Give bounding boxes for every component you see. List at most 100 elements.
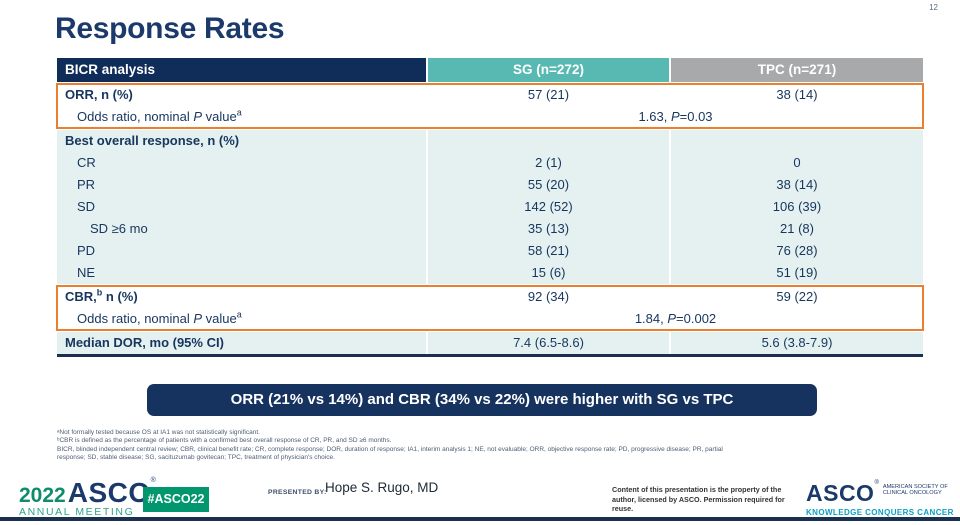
odds-label-text: value [202, 311, 237, 326]
footnote-abbreviations-line1: BICR, blinded independent central review… [57, 446, 723, 454]
empty-cell [428, 130, 669, 152]
cbr-tpc-value: 59 (22) [776, 289, 818, 304]
row-label-pr: PR [57, 174, 426, 196]
table-row: NE 15 (6) 51 (19) [57, 262, 923, 284]
orr-tpc-value: 38 (14) [776, 87, 818, 102]
footnote-marker-a: a [236, 309, 242, 320]
table-row: Odds ratio, nominal P valuea 1.84, P=0.0… [57, 308, 923, 330]
italic-p: P [667, 311, 677, 326]
table-row: CBR,b n (%) 92 (34) 59 (22) [57, 286, 923, 308]
sd-tpc-value: 106 (39) [671, 196, 923, 218]
presented-by-label: PRESENTED BY: [268, 489, 327, 496]
orr-odds-ratio-value: 1.63, P=0.03 [428, 106, 923, 128]
sd6mo-tpc-value: 21 (8) [671, 218, 923, 240]
pd-sg-value: 58 (21) [428, 240, 669, 262]
row-label-orr-odds-ratio: Odds ratio, nominal P valuea [57, 106, 426, 128]
sd6mo-sg-value: 35 (13) [428, 218, 669, 240]
odds-label-text: Odds ratio, nominal [77, 109, 194, 124]
odds-value-text: =0.002 [676, 311, 717, 326]
column-header-tpc: TPC (n=271) [671, 58, 923, 82]
registered-mark-icon: ® [150, 477, 156, 484]
orr-sg-value: 57 (21) [527, 87, 570, 102]
page-title: Response Rates [55, 12, 285, 45]
odds-label-text: Odds ratio, nominal [77, 311, 194, 326]
orr-section: ORR, n (%) 57 (21) 38 (14) Odds ratio, n… [56, 83, 924, 129]
ne-sg-value: 15 (6) [428, 262, 669, 284]
odds-value-text: 1.63, [638, 109, 671, 124]
table-row: CR 2 (1) 0 [57, 152, 923, 174]
society-name: AMERICAN SOCIETY OF CLINICAL ONCOLOGY [883, 480, 948, 507]
bottom-divider-bar [0, 517, 960, 521]
asco-society-logo: ASCO ® AMERICAN SOCIETY OF CLINICAL ONCO… [806, 480, 954, 517]
asco-2022-logo-row: 2022 ASCO ® [19, 477, 156, 509]
footnotes: ᵃNot formally tested because OS at IA1 w… [57, 429, 917, 461]
row-label-cbr: CBR,b n (%) [57, 286, 426, 308]
italic-p: P [193, 109, 203, 124]
sd-sg-value: 142 (52) [428, 196, 669, 218]
ne-tpc-value: 51 (19) [671, 262, 923, 284]
odds-value-text: =0.03 [679, 109, 713, 124]
table-row: Odds ratio, nominal P valuea 1.63, P=0.0… [57, 106, 923, 128]
table-row: Median DOR, mo (95% CI) 7.4 (6.5-8.6) 5.… [57, 332, 923, 354]
empty-cell [671, 130, 923, 152]
cr-tpc-value: 0 [671, 152, 923, 174]
asco-logo-text: ASCO [806, 480, 875, 506]
dor-sg-value: 7.4 (6.5-8.6) [428, 332, 669, 354]
pr-tpc-value: 38 (14) [671, 174, 923, 196]
table-row: Best overall response, n (%) [57, 130, 923, 152]
odds-label-text: value [202, 109, 237, 124]
row-label-cbr-odds-ratio: Odds ratio, nominal P valuea [57, 308, 426, 330]
footnote-marker-b: b [96, 287, 103, 298]
cbr-section: CBR,b n (%) 92 (34) 59 (22) Odds ratio, … [56, 285, 924, 331]
logo-annual-meeting-text: ANNUAL MEETING [19, 506, 135, 518]
society-name-line2: CLINICAL ONCOLOGY [882, 490, 942, 497]
row-label-ne: NE [57, 262, 426, 284]
footnote-abbreviations-line2: response; SD, stable disease; SG, sacitu… [57, 453, 335, 461]
table-row: PD 58 (21) 76 (28) [57, 240, 923, 262]
footnote-marker-a: a [236, 107, 242, 118]
slide-number: 12 [929, 3, 938, 12]
table-row: SD ≥6 mo 35 (13) 21 (8) [57, 218, 923, 240]
asco-tagline: KNOWLEDGE CONQUERS CANCER [806, 508, 954, 517]
dor-tpc-value: 5.6 (3.8-7.9) [671, 332, 923, 354]
permission-notice: Content of this presentation is the prop… [612, 485, 785, 513]
italic-p: P [670, 109, 680, 124]
column-header-bicr-analysis: BICR analysis [57, 58, 426, 82]
cbr-label-text: CBR, [65, 289, 97, 304]
best-overall-response-section: Best overall response, n (%) CR 2 (1) 0 … [57, 130, 923, 284]
row-label-median-dor: Median DOR, mo (95% CI) [57, 332, 426, 354]
row-label-pd: PD [57, 240, 426, 262]
logo-year-text: 2022 [19, 484, 66, 507]
response-rates-table: BICR analysis SG (n=272) TPC (n=271) ORR… [56, 58, 924, 357]
pd-tpc-value: 76 (28) [671, 240, 923, 262]
key-finding-banner: ORR (21% vs 14%) and CBR (34% vs 22%) we… [147, 384, 817, 416]
row-label-sd: SD [57, 196, 426, 218]
footnote-b: ᵇCBR is defined as the percentage of pat… [57, 436, 392, 444]
table-row: SD 142 (52) 106 (39) [57, 196, 923, 218]
asco-society-logo-row: ASCO ® AMERICAN SOCIETY OF CLINICAL ONCO… [806, 480, 951, 507]
pr-sg-value: 55 (20) [428, 174, 669, 196]
hashtag-badge: #ASCO22 [143, 487, 209, 512]
row-label-orr: ORR, n (%) [65, 87, 133, 102]
cr-sg-value: 2 (1) [428, 152, 669, 174]
cbr-odds-ratio-value: 1.84, P=0.002 [428, 308, 923, 330]
logo-asco-text: ASCO [67, 477, 151, 508]
cbr-sg-value: 92 (34) [527, 289, 570, 304]
registered-mark-icon: ® [874, 480, 879, 486]
column-header-sg: SG (n=272) [428, 58, 669, 82]
row-label-sd-6mo: SD ≥6 mo [57, 218, 426, 240]
median-dor-section: Median DOR, mo (95% CI) 7.4 (6.5-8.6) 5.… [57, 332, 923, 357]
table-header-row: BICR analysis SG (n=272) TPC (n=271) [57, 58, 923, 82]
cbr-label-text: n (%) [102, 289, 138, 304]
table-row: ORR, n (%) 57 (21) 38 (14) [57, 84, 923, 106]
row-label-best-overall-response: Best overall response, n (%) [57, 130, 426, 152]
row-label-cr: CR [57, 152, 426, 174]
presenter-name: Hope S. Rugo, MD [325, 480, 439, 495]
odds-value-text: 1.84, [634, 311, 668, 326]
table-row: PR 55 (20) 38 (14) [57, 174, 923, 196]
italic-p: P [193, 311, 203, 326]
society-name-line1: AMERICAN SOCIETY OF [882, 484, 948, 490]
footnote-a: ᵃNot formally tested because OS at IA1 w… [57, 429, 260, 436]
asco-2022-annual-meeting-logo: 2022 ASCO ® ANNUAL MEETING [19, 477, 156, 518]
